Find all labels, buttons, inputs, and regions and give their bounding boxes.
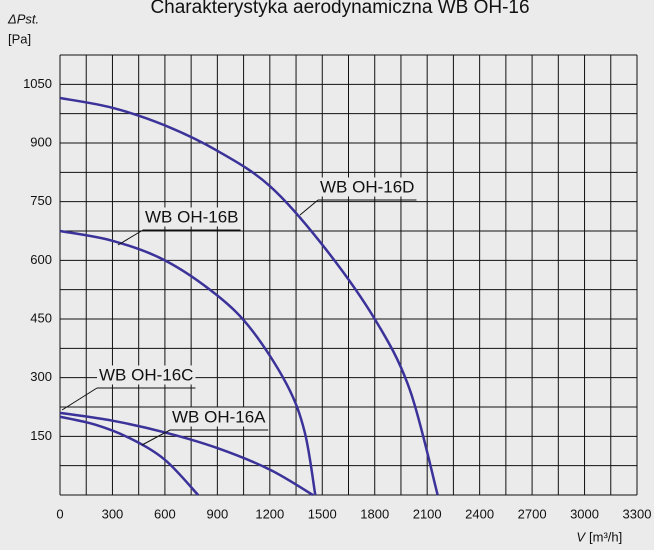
curve [59, 96, 439, 496]
x-axis-label: V [576, 529, 586, 544]
curve-label: WB OH-16D [320, 177, 414, 196]
x-tick-label: 1500 [308, 506, 337, 521]
y-tick-label: 150 [30, 428, 52, 443]
x-tick-label: 2100 [413, 506, 442, 521]
y-tick-label: 750 [30, 193, 52, 208]
y-tick-label: 1050 [23, 76, 52, 91]
x-tick-label: 900 [207, 506, 229, 521]
leader-line [141, 429, 171, 446]
x-tick-label: 3000 [570, 506, 599, 521]
x-tick-label: 300 [102, 506, 124, 521]
curve-label: WB OH-16C [99, 365, 193, 384]
x-axis-unit: [m³/h] [589, 529, 622, 544]
leader-line [299, 199, 319, 216]
curve-label: WB OH-16B [145, 207, 239, 226]
x-tick-label: 2400 [465, 506, 494, 521]
y-axis-label: ΔPst. [7, 11, 39, 26]
label-bg [170, 407, 269, 427]
y-tick-label: 600 [30, 252, 52, 267]
y-axis-unit: [Pa] [8, 31, 31, 46]
curve [59, 411, 314, 497]
curve [59, 415, 200, 496]
x-tick-label: 1200 [255, 506, 284, 521]
x-tick-label: 600 [154, 506, 176, 521]
y-tick-label: 900 [30, 134, 52, 149]
x-tick-label: 0 [56, 506, 63, 521]
leader-line [117, 229, 144, 246]
x-tick-label: 3300 [623, 506, 652, 521]
label-bg [143, 207, 241, 227]
chart-title: Charakterystyka aerodynamiczna WB OH-16 [150, 0, 529, 18]
leader-line [61, 387, 98, 411]
curve [59, 229, 317, 496]
x-tick-label: 1800 [360, 506, 389, 521]
label-bg [97, 365, 196, 385]
curve-label: WB OH-16A [172, 407, 266, 426]
y-tick-label: 450 [30, 310, 52, 325]
y-tick-label: 300 [30, 369, 52, 384]
x-tick-label: 2700 [518, 506, 547, 521]
label-bg [318, 177, 417, 197]
